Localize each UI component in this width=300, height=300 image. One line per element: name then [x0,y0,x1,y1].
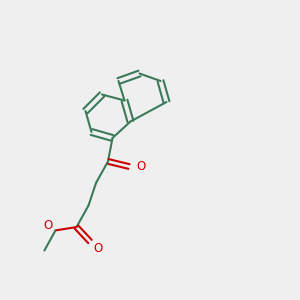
Text: O: O [43,219,52,232]
Text: O: O [136,160,146,173]
Text: O: O [93,242,102,255]
